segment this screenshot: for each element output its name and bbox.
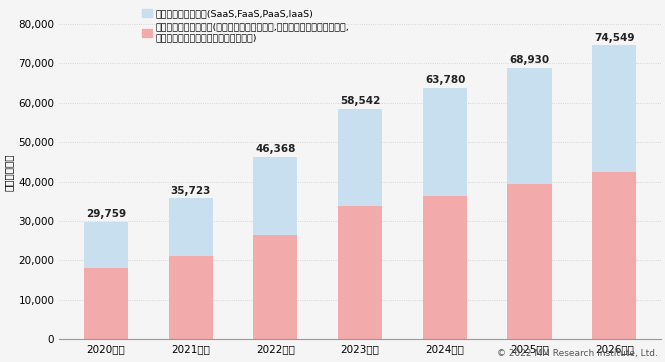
Text: 68,930: 68,930	[509, 55, 550, 65]
Bar	[253, 235, 297, 339]
Text: 74,549: 74,549	[595, 33, 635, 43]
Text: 46,368: 46,368	[255, 144, 296, 154]
Bar	[423, 196, 467, 339]
Bar	[507, 68, 551, 184]
Text: © 2022 MM Research Institute, Ltd.: © 2022 MM Research Institute, Ltd.	[497, 349, 658, 358]
Bar	[168, 256, 213, 339]
Bar	[84, 268, 128, 339]
Text: 58,542: 58,542	[340, 96, 380, 106]
Bar	[338, 206, 382, 339]
Text: 63,780: 63,780	[425, 75, 465, 85]
Bar	[84, 222, 128, 268]
Bar	[168, 198, 213, 256]
Bar	[338, 109, 382, 206]
Text: 29,759: 29,759	[86, 209, 126, 219]
Bar	[507, 184, 551, 339]
Bar	[423, 88, 467, 196]
Bar	[253, 156, 297, 235]
Bar	[593, 45, 636, 172]
Bar	[593, 172, 636, 339]
Legend: パブリッククラウド(SaaS,FaaS,PaaS,IaaS), プライベートクラウド(コミュニティクラウド,デディケイテッドクラウド,
オンプレミス型プライベー: パブリッククラウド(SaaS,FaaS,PaaS,IaaS), プライベートクラ…	[142, 9, 349, 42]
Y-axis label: 金額（億円）: 金額（億円）	[4, 153, 14, 190]
Text: 35,723: 35,723	[171, 186, 211, 196]
